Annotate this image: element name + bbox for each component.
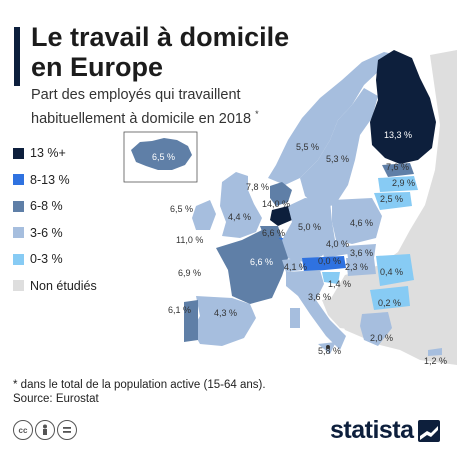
legend-item: 6-8 % — [13, 193, 97, 220]
estonia — [382, 163, 414, 177]
greece — [360, 312, 392, 346]
legend-item: 3-6 % — [13, 220, 97, 247]
label-malta: 5,8 % — [318, 346, 341, 356]
statista-brand[interactable]: statista — [330, 416, 440, 445]
label-greece: 2,0 % — [370, 333, 393, 343]
france — [216, 230, 288, 304]
label-norway-south: 5,3 % — [326, 154, 349, 164]
page-title: Le travail à domicile en Europe — [31, 22, 290, 82]
label-estonia: 7,6 % — [386, 162, 409, 172]
label-poland: 4,6 % — [350, 218, 373, 228]
romania — [376, 254, 414, 286]
label-austria: 0,0 % — [318, 256, 341, 266]
norway — [268, 52, 398, 185]
legend-label: 6-8 % — [30, 199, 63, 214]
legend-swatch — [13, 147, 24, 159]
cc-icon[interactable]: cc — [13, 420, 33, 440]
legend-label: Non étudiés — [30, 278, 97, 293]
legend-item: Non étudiés — [13, 273, 97, 300]
non-studied-turkey — [398, 330, 457, 358]
united-kingdom — [220, 172, 262, 238]
label-cyprus: 1,2 % — [424, 356, 447, 366]
label-france: 6,6 % — [250, 257, 273, 267]
label-spain: 4,3 % — [214, 308, 237, 318]
slovakia — [346, 244, 376, 258]
subtitle: Part des employés qui travaillent habitu… — [31, 87, 259, 127]
legend-item: 8-13 % — [13, 167, 97, 194]
label-finland: 13,3 % — [384, 130, 412, 140]
by-icon[interactable] — [35, 420, 55, 440]
label-romania: 0,4 % — [380, 267, 403, 277]
hungary — [346, 258, 376, 276]
label-lithuania: 2,5 % — [380, 194, 403, 204]
brand-name: statista — [330, 416, 414, 444]
label-france-west: 6,9 % — [178, 268, 201, 278]
label-czechia: 4,0 % — [326, 239, 349, 249]
statista-logo-icon — [417, 419, 440, 442]
label-germany: 5,0 % — [298, 222, 321, 232]
label-united-kingdom: 4,4 % — [228, 212, 251, 222]
title-accent-bar — [14, 27, 20, 86]
label-belgium: 6,6 % — [262, 228, 285, 238]
switzerland — [282, 258, 302, 272]
label-latvia: 2,9 % — [392, 178, 415, 188]
sardinia — [290, 308, 300, 328]
non-studied-balkans — [322, 295, 365, 330]
bulgaria — [370, 286, 410, 310]
footnote: * dans le total de la population active … — [13, 379, 266, 405]
ireland — [192, 200, 216, 230]
label-iceland: 6,5 % — [152, 152, 175, 162]
legend: 13 %+ 8-13 % 6-8 % 3-6 % 0-3 % Non étudiés — [13, 140, 97, 299]
label-bulgaria: 0,2 % — [378, 298, 401, 308]
label-slovakia: 3,6 % — [350, 248, 373, 258]
legend-item: 13 %+ — [13, 140, 97, 167]
label-ireland: 6,5 % — [170, 204, 193, 214]
label-slovenia: 1,4 % — [328, 279, 351, 289]
malta — [326, 345, 330, 349]
netherlands — [270, 206, 292, 226]
cyprus — [428, 348, 442, 356]
label-luxembourg: 11,0 % — [176, 235, 203, 245]
non-studied-east — [330, 50, 457, 365]
legend-label: 3-6 % — [30, 225, 63, 240]
sweden — [300, 88, 378, 208]
legend-swatch — [13, 280, 24, 292]
lithuania — [374, 192, 412, 210]
iceland — [131, 138, 192, 170]
legend-swatch — [13, 174, 24, 186]
legend-swatch — [13, 200, 24, 212]
latvia — [378, 176, 418, 192]
label-hungary: 2,3 % — [345, 262, 368, 272]
label-sweden: 5,5 % — [296, 142, 319, 152]
nd-icon[interactable] — [57, 420, 77, 440]
license-icons: cc — [13, 420, 77, 440]
austria — [302, 256, 346, 272]
source-text: Source: Eurostat — [13, 393, 99, 405]
czechia — [320, 240, 348, 258]
legend-label: 0-3 % — [30, 252, 63, 267]
legend-item: 0-3 % — [13, 246, 97, 273]
legend-label: 8-13 % — [30, 172, 70, 187]
italy — [286, 270, 346, 350]
legend-swatch — [13, 227, 24, 239]
legend-label: 13 %+ — [30, 146, 66, 161]
denmark — [270, 182, 292, 206]
finland — [370, 50, 436, 164]
label-switzerland: 4,1 % — [284, 262, 307, 272]
footnote-mark: * — [255, 109, 259, 119]
poland — [332, 198, 382, 244]
legend-swatch — [13, 253, 24, 265]
label-netherlands: 14,0 % — [262, 199, 290, 209]
spain — [192, 296, 256, 346]
label-denmark: 7,8 % — [246, 182, 269, 192]
slovenia — [322, 272, 340, 284]
label-portugal: 6,1 % — [168, 305, 191, 315]
portugal — [184, 300, 198, 342]
label-italy: 3,6 % — [308, 292, 331, 302]
